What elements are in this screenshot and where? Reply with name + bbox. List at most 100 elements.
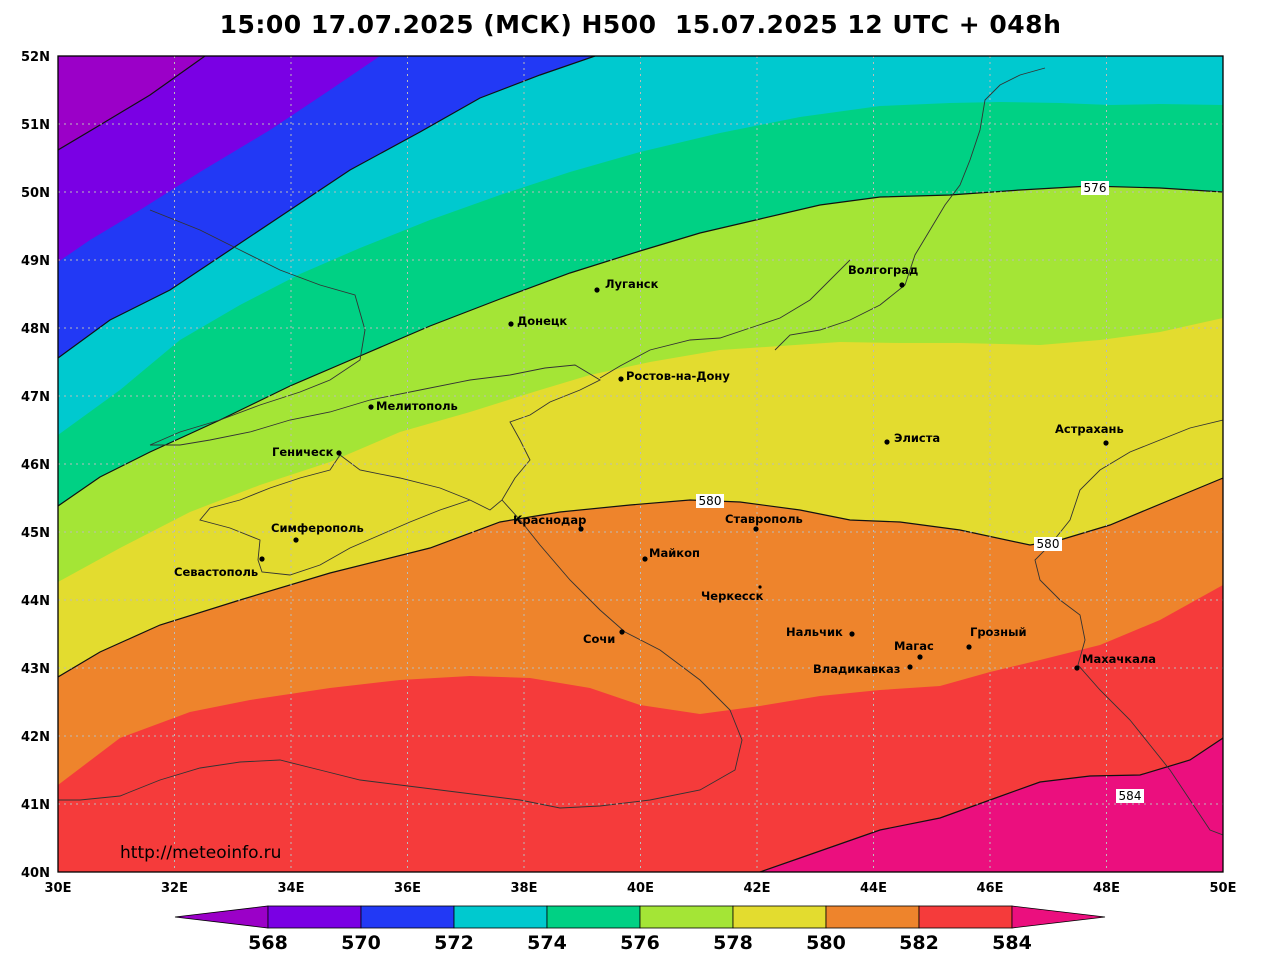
colorbar-cell xyxy=(267,905,362,929)
x-tick: 32E xyxy=(161,881,188,896)
x-tick: 38E xyxy=(511,881,538,896)
colorbar-label: 570 xyxy=(341,932,381,954)
city-label: Черкесск xyxy=(701,589,764,603)
y-tick: 52N xyxy=(21,50,50,65)
y-tick: 40N xyxy=(21,866,50,881)
contour-572 xyxy=(58,56,596,359)
colorbar-label: 572 xyxy=(434,932,474,954)
contour-label-580-a: 580 xyxy=(699,494,722,508)
city-marker xyxy=(1103,440,1109,446)
city-marker xyxy=(907,664,913,670)
city-marker xyxy=(966,644,972,650)
crimea-coast xyxy=(199,454,471,576)
city-label: Махачкала xyxy=(1082,652,1156,666)
city-marker xyxy=(368,404,374,410)
city-label: Сочи xyxy=(583,632,615,646)
city-label: Астрахань xyxy=(1055,422,1124,436)
contour-label-584: 584 xyxy=(1119,789,1142,803)
contour-labels: 576 580 580 584 xyxy=(696,181,1144,803)
colorbar-cell xyxy=(825,905,920,929)
city-marker xyxy=(1074,665,1080,671)
colorbar-cell xyxy=(546,905,641,929)
y-tick: 47N xyxy=(21,390,50,405)
map-frame xyxy=(57,55,1224,873)
city-marker xyxy=(642,556,648,562)
y-tick: 46N xyxy=(21,458,50,473)
city-marker xyxy=(917,654,923,660)
city-label: Нальчик xyxy=(786,625,843,639)
city-label: Волгоград xyxy=(848,263,918,277)
colorbar-cell xyxy=(918,905,1013,929)
colorbar-label: 574 xyxy=(527,932,567,954)
colorbar-label: 578 xyxy=(713,932,753,954)
band-568-570 xyxy=(58,56,380,262)
don-river xyxy=(599,259,851,379)
contour-584 xyxy=(759,737,1223,872)
colorbar-cell xyxy=(639,905,734,929)
city-marker xyxy=(508,321,514,327)
colorbar-arrow-high xyxy=(1011,905,1106,929)
city-label: Магас xyxy=(894,639,934,653)
y-tick: 43N xyxy=(21,662,50,677)
contour-label-576: 576 xyxy=(1084,181,1107,195)
cities: Волгоград Луганск Донецк Ростов-на-Дону … xyxy=(174,263,1156,676)
y-tick: 50N xyxy=(21,186,50,201)
city-label: Мелитополь xyxy=(376,399,458,413)
city-marker xyxy=(899,282,905,288)
colorbar-label: 582 xyxy=(899,932,939,954)
y-axis: 52N 51N 50N 49N 48N 47N 46N 45N 44N 43N … xyxy=(21,50,50,881)
city-label: Севастополь xyxy=(174,565,258,579)
black-sea-east-coast xyxy=(58,499,743,809)
city-marker xyxy=(753,526,759,532)
colorbar-label: 568 xyxy=(248,932,288,954)
grid-lines xyxy=(58,56,1223,872)
contour-label-580-b: 580 xyxy=(1037,537,1060,551)
x-tick: 30E xyxy=(45,881,72,896)
x-axis: 30E 32E 34E 36E 38E 40E 42E 44E 46E 48E … xyxy=(45,881,1237,896)
city-label: Луганск xyxy=(605,277,659,291)
city-label: Донецк xyxy=(517,314,567,328)
x-tick: 46E xyxy=(977,881,1004,896)
colorbar-cell xyxy=(360,905,455,929)
city-label: Симферополь xyxy=(271,521,364,535)
y-tick: 42N xyxy=(21,730,50,745)
colorbar-cell xyxy=(453,905,548,929)
city-marker xyxy=(619,629,625,635)
contour-570 xyxy=(58,56,206,151)
y-tick: 48N xyxy=(21,322,50,337)
city-marker xyxy=(293,537,299,543)
y-tick: 44N xyxy=(21,594,50,609)
colorbar-arrow-low xyxy=(174,905,269,929)
city-marker xyxy=(336,450,342,456)
city-label: Краснодар xyxy=(513,513,586,527)
city-label: Ростов-на-Дону xyxy=(626,369,730,383)
y-tick: 49N xyxy=(21,254,50,269)
band-below-568 xyxy=(58,56,205,150)
city-label: Майкоп xyxy=(649,546,700,560)
colorbar: 568 570 572 574 576 578 580 582 584 xyxy=(174,905,1106,954)
colorbar-label: 576 xyxy=(620,932,660,954)
source-url: http://meteoinfo.ru xyxy=(120,843,281,863)
city-marker xyxy=(578,526,584,532)
city-marker xyxy=(884,439,890,445)
x-tick: 50E xyxy=(1210,881,1237,896)
city-label: Геническ xyxy=(272,445,334,459)
city-label: Владикавказ xyxy=(813,662,900,676)
city-label: Ставрополь xyxy=(725,512,803,526)
city-label: Элиста xyxy=(894,431,940,445)
x-tick: 44E xyxy=(860,881,887,896)
x-tick: 34E xyxy=(278,881,305,896)
colorbar-cell xyxy=(732,905,827,929)
colorbar-label: 580 xyxy=(806,932,846,954)
x-tick: 48E xyxy=(1093,881,1120,896)
map-title: 15:00 17.07.2025 (МСК) H500 15.07.2025 1… xyxy=(219,10,1062,39)
dnieper-river xyxy=(149,209,366,446)
city-marker xyxy=(259,556,265,562)
city-label: Грозный xyxy=(970,625,1027,639)
volga-river xyxy=(774,67,1046,351)
x-tick: 42E xyxy=(744,881,771,896)
x-tick: 36E xyxy=(394,881,421,896)
x-tick: 40E xyxy=(627,881,654,896)
city-marker xyxy=(849,631,855,637)
